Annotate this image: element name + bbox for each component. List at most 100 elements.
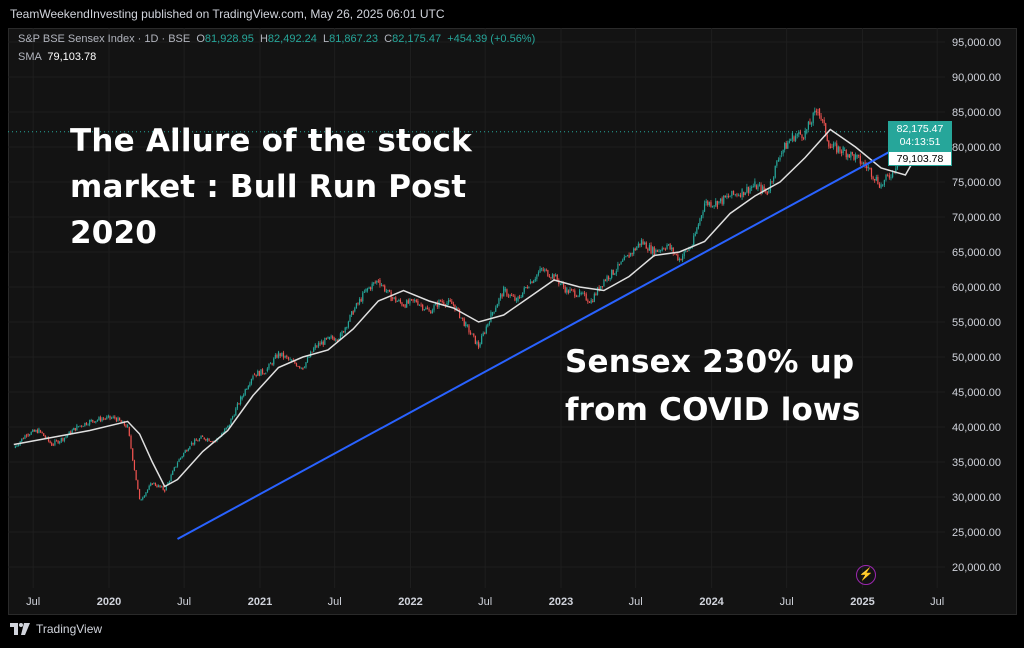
candle-body bbox=[829, 146, 831, 149]
candle-body bbox=[21, 438, 23, 442]
candle-body bbox=[366, 288, 369, 291]
candle-body bbox=[731, 190, 733, 196]
candle-body bbox=[146, 489, 149, 493]
candle-body bbox=[260, 369, 262, 376]
candle-body bbox=[314, 344, 316, 349]
candle-body bbox=[247, 386, 249, 390]
candle-body bbox=[354, 308, 356, 312]
candle-body bbox=[291, 360, 293, 362]
candle-body bbox=[164, 489, 166, 492]
candle-body bbox=[818, 108, 821, 116]
candle-body bbox=[773, 177, 775, 182]
candle-body bbox=[99, 417, 102, 421]
candle-body bbox=[686, 250, 688, 252]
candle-body bbox=[25, 435, 28, 437]
legend-change: +454.39 (+0.56%) bbox=[447, 33, 536, 45]
candle-body bbox=[305, 362, 307, 368]
candle-body bbox=[380, 285, 383, 286]
candle-body bbox=[501, 294, 503, 297]
candle-body bbox=[446, 302, 448, 306]
candle-body bbox=[585, 293, 587, 301]
candle-body bbox=[771, 181, 773, 183]
candle-body bbox=[600, 286, 602, 291]
candle-body bbox=[567, 290, 570, 293]
candle-body bbox=[776, 161, 778, 166]
candle-body bbox=[339, 333, 342, 339]
candle-body bbox=[814, 110, 816, 113]
candle-body bbox=[132, 448, 134, 461]
candle-body bbox=[154, 482, 157, 486]
candle-body bbox=[596, 287, 599, 295]
candle-body bbox=[802, 138, 805, 139]
y-tick-label: 50,000.00 bbox=[952, 352, 1001, 364]
candle-body bbox=[604, 280, 607, 281]
candle-body bbox=[49, 441, 51, 443]
candle-body bbox=[754, 181, 756, 187]
candle-body bbox=[228, 424, 231, 427]
candle-body bbox=[317, 343, 320, 347]
candle-body bbox=[705, 201, 707, 203]
candle-body bbox=[555, 274, 557, 277]
countdown-value: 04:13:51 bbox=[899, 136, 941, 148]
candle-body bbox=[713, 205, 715, 207]
candle-body bbox=[325, 338, 328, 339]
candle-body bbox=[614, 273, 616, 275]
lightning-icon[interactable]: ⚡ bbox=[856, 565, 876, 585]
candle-body bbox=[103, 418, 105, 420]
candle-body bbox=[140, 499, 142, 501]
trendline bbox=[177, 128, 932, 540]
candle-body bbox=[422, 304, 424, 310]
candle-body bbox=[232, 416, 234, 419]
candle-body bbox=[766, 191, 768, 195]
candle-body bbox=[210, 441, 212, 443]
candle-body bbox=[851, 152, 854, 155]
candle-body bbox=[365, 288, 367, 292]
candle-body bbox=[60, 438, 62, 442]
candle-body bbox=[469, 332, 472, 334]
candle-body bbox=[336, 339, 338, 341]
candle-body bbox=[178, 459, 180, 462]
candle-body bbox=[793, 136, 795, 141]
candle-body bbox=[875, 176, 877, 181]
x-tick-label: 2022 bbox=[398, 596, 422, 608]
candle-body bbox=[630, 253, 632, 256]
candle-body bbox=[618, 263, 621, 265]
candle-body bbox=[250, 379, 253, 384]
candle-body bbox=[656, 249, 659, 252]
candle-body bbox=[801, 134, 803, 139]
candle-body bbox=[490, 312, 492, 323]
candle-body bbox=[224, 429, 226, 433]
candle-body bbox=[43, 433, 45, 436]
candle-body bbox=[473, 333, 475, 336]
candle-body bbox=[436, 302, 438, 307]
candle-body bbox=[795, 135, 797, 141]
candle-body bbox=[611, 269, 613, 278]
candle-body bbox=[760, 184, 762, 193]
candle-body bbox=[157, 485, 160, 487]
candle-body bbox=[533, 280, 535, 284]
candle-body bbox=[62, 438, 64, 441]
tradingview-logo-icon bbox=[10, 623, 30, 635]
candle-body bbox=[104, 418, 106, 420]
candle-body bbox=[791, 133, 794, 140]
candle-body bbox=[165, 485, 167, 490]
candle-body bbox=[878, 183, 881, 188]
candle-body bbox=[700, 215, 703, 219]
candle-body bbox=[81, 425, 83, 427]
footer-brand[interactable]: TradingView bbox=[36, 622, 103, 636]
candle-body bbox=[402, 305, 405, 307]
candle-body bbox=[640, 239, 643, 246]
candle-body bbox=[664, 249, 667, 250]
candle-body bbox=[575, 296, 578, 298]
candle-body bbox=[29, 434, 31, 436]
sma-price-tag: 79,103.78 bbox=[888, 151, 952, 166]
candle-body bbox=[660, 250, 662, 252]
candle-body bbox=[749, 188, 751, 193]
candle-body bbox=[404, 304, 406, 308]
candle-body bbox=[883, 179, 885, 185]
candle-body bbox=[809, 121, 811, 125]
candle-body bbox=[159, 485, 161, 488]
candle-body bbox=[496, 304, 498, 308]
candle-body bbox=[156, 485, 158, 487]
